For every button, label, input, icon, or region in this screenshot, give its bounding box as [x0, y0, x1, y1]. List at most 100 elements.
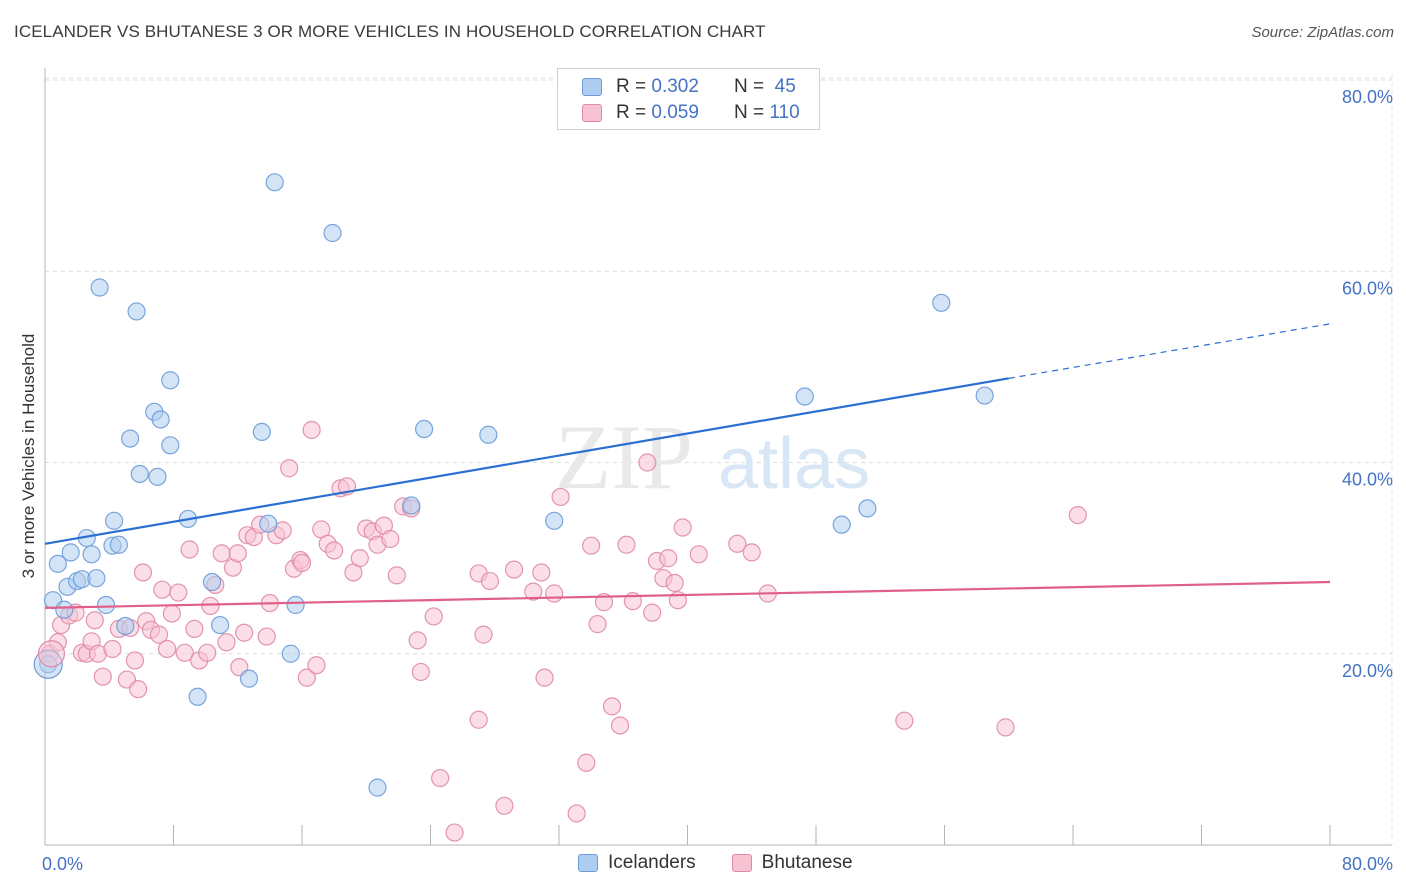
- point-icelanders: [323, 223, 342, 243]
- y-tick-label: 40.0%: [1342, 470, 1393, 490]
- point-bhutanese: [157, 639, 177, 659]
- point-bhutanese: [201, 596, 220, 616]
- point-icelanders: [414, 419, 434, 439]
- point-icelanders: [151, 410, 170, 429]
- point-icelanders: [188, 687, 207, 706]
- point-bhutanese: [125, 651, 145, 670]
- point-bhutanese: [175, 643, 194, 662]
- legend-label-icelanders: Icelanders: [608, 852, 696, 873]
- point-bhutanese: [742, 543, 761, 562]
- point-icelanders: [116, 616, 135, 636]
- point-bhutanese: [610, 716, 630, 735]
- legend-item-icelanders[interactable]: Icelanders: [578, 852, 696, 874]
- point-bhutanese: [1068, 505, 1087, 525]
- point-bhutanese: [411, 662, 430, 682]
- series-legend: Icelanders Bhutanese: [578, 852, 889, 874]
- point-icelanders: [281, 644, 300, 663]
- point-bhutanese: [602, 697, 622, 716]
- point-icelanders: [286, 595, 305, 615]
- point-bhutanese: [480, 571, 500, 591]
- point-bhutanese: [381, 529, 400, 549]
- point-bhutanese: [85, 611, 104, 630]
- point-icelanders: [90, 278, 109, 297]
- watermark-zip: ZIP: [555, 406, 693, 508]
- x-tick-label: 80.0%: [1342, 854, 1393, 874]
- point-icelanders: [402, 496, 421, 515]
- axis-labels: 20.0% 40.0% 60.0% 80.0% 0.0% 80.0% 3 or more V…: [19, 87, 1393, 874]
- point-icelanders: [832, 515, 851, 534]
- point-bhutanese: [302, 420, 321, 440]
- point-icelanders: [265, 173, 284, 192]
- point-bhutanese: [149, 625, 169, 644]
- point-bhutanese: [431, 768, 450, 788]
- source-label: Source: ZipAtlas.com: [1251, 24, 1394, 41]
- watermark: ZIP atlas: [555, 406, 870, 508]
- point-bhutanese: [895, 711, 914, 730]
- stats-legend: R = 0.302 N = 45 R = 0.059 N = 110: [557, 68, 820, 130]
- point-bhutanese: [617, 535, 636, 554]
- point-icelanders: [239, 669, 259, 688]
- point-bhutanese: [93, 667, 112, 686]
- y-tick-label: 80.0%: [1342, 87, 1393, 107]
- point-bhutanese: [180, 540, 199, 559]
- point-icelanders: [368, 778, 387, 797]
- point-bhutanese: [408, 631, 427, 650]
- point-icelanders: [795, 387, 814, 406]
- point-bhutanese: [445, 823, 464, 842]
- point-icelanders: [121, 429, 140, 448]
- point-bhutanese: [103, 639, 122, 659]
- point-bhutanese: [424, 607, 443, 626]
- y-tick-label: 20.0%: [1342, 661, 1393, 681]
- point-bhutanese: [577, 753, 596, 772]
- point-bhutanese: [524, 582, 543, 601]
- chart-title: ICELANDER VS BHUTANESE 3 OR MORE VEHICLE…: [14, 22, 766, 41]
- point-bhutanese: [659, 549, 678, 568]
- point-bhutanese: [325, 541, 344, 560]
- watermark-atlas: atlas: [718, 424, 870, 504]
- point-bhutanese: [474, 625, 493, 644]
- point-icelanders: [104, 511, 124, 530]
- point-icelanders: [96, 595, 116, 615]
- point-icelanders: [975, 386, 994, 405]
- point-bhutanese: [567, 804, 586, 823]
- point-bhutanese: [198, 643, 217, 662]
- legend-swatch-bhutanese: [582, 104, 602, 122]
- point-bhutanese: [638, 453, 657, 472]
- point-bhutanese: [689, 545, 708, 564]
- point-bhutanese: [594, 593, 614, 612]
- point-bhutanese: [280, 459, 299, 478]
- point-bhutanese: [169, 583, 188, 602]
- point-bhutanese: [292, 553, 312, 573]
- legend-r-key: R =: [616, 76, 647, 97]
- point-icelanders: [202, 572, 222, 592]
- trend-line-bhutanese: [44, 580, 1331, 609]
- x-tick-label: 0.0%: [42, 854, 83, 874]
- point-icelanders: [109, 535, 128, 554]
- trend-lines: [44, 323, 1331, 609]
- point-bhutanese: [728, 534, 747, 553]
- point-bhutanese: [235, 623, 254, 642]
- legend-swatch-icelanders: [582, 78, 602, 96]
- point-icelanders: [61, 543, 80, 562]
- point-bhutanese: [532, 563, 551, 582]
- point-bhutanese: [307, 656, 326, 675]
- point-bhutanese: [162, 604, 181, 623]
- point-icelanders: [858, 499, 877, 518]
- legend-n-value: 110: [769, 102, 800, 123]
- point-icelanders: [161, 436, 180, 455]
- legend-n-value: 45: [774, 76, 796, 97]
- point-bhutanese: [133, 563, 153, 582]
- point-bhutanese: [504, 560, 524, 579]
- point-bhutanese: [643, 603, 662, 622]
- legend-n-key: N =: [733, 76, 765, 97]
- point-bhutanese: [228, 544, 247, 563]
- point-icelanders: [210, 615, 230, 635]
- legend-item-bhutanese[interactable]: Bhutanese: [731, 852, 853, 874]
- point-bhutanese: [185, 619, 204, 638]
- point-bhutanese: [212, 544, 231, 563]
- legend-label-bhutanese: Bhutanese: [761, 852, 853, 873]
- point-bhutanese: [217, 633, 236, 652]
- point-bhutanese: [535, 668, 554, 687]
- legend-n-key: N =: [733, 102, 765, 123]
